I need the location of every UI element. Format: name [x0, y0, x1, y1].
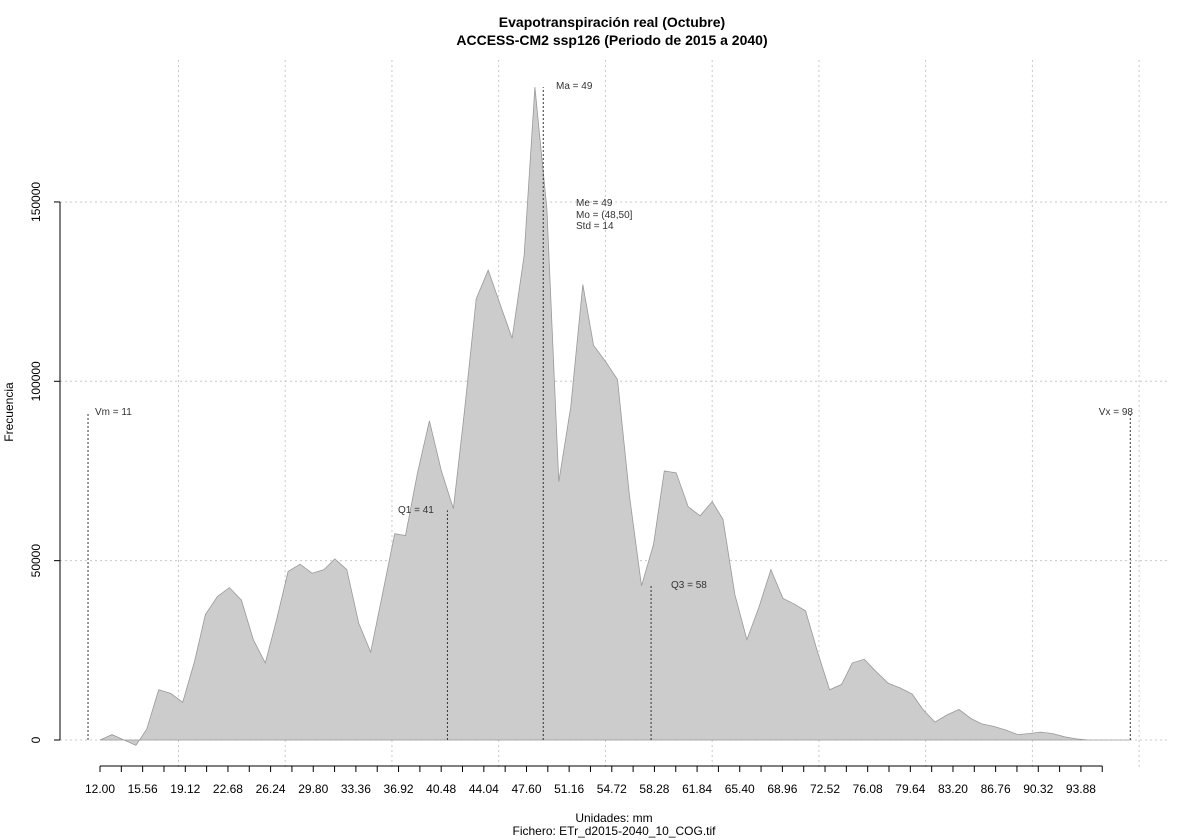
x-tick-label: 47.60 [511, 782, 541, 796]
x-tick-label: 76.08 [853, 782, 883, 796]
x-axis-label: Unidades: mm [575, 811, 652, 825]
x-tick-label: 33.36 [341, 782, 371, 796]
area-frequency [99, 87, 1131, 746]
x-tick-label: 90.32 [1023, 782, 1053, 796]
x-tick-label: 29.80 [298, 782, 328, 796]
x-tick-label: 36.92 [384, 782, 414, 796]
annotation-me: Me = 49 [576, 198, 613, 209]
x-tick-label: 93.88 [1066, 782, 1096, 796]
area-series [99, 87, 1131, 746]
annotations: Vm = 11 Q1 = 41 Ma = 49 Me = 49 Mo = (48… [95, 81, 1133, 591]
x-tick-label: 22.68 [213, 782, 243, 796]
x-tick-label: 51.16 [554, 782, 584, 796]
annotation-q3: Q3 = 58 [671, 580, 707, 591]
x-tick-label: 40.48 [426, 782, 456, 796]
x-tick-label: 79.64 [895, 782, 925, 796]
x-tick-label: 61.84 [682, 782, 712, 796]
y-tick-label: 0 [29, 736, 43, 743]
x-tick-label: 68.96 [767, 782, 797, 796]
chart-subtitle: ACCESS-CM2 ssp126 (Periodo de 2015 a 204… [456, 32, 767, 48]
x-tick-label: 15.56 [128, 782, 158, 796]
x-tick-label: 72.52 [810, 782, 840, 796]
chart-title: Evapotranspiración real (Octubre) [499, 14, 725, 30]
x-tick-label: 26.24 [256, 782, 286, 796]
y-axis-label: Frecuencia [2, 382, 16, 442]
x-tick-label: 83.20 [938, 782, 968, 796]
x-tick-label: 54.72 [597, 782, 627, 796]
annotation-ma: Ma = 49 [556, 81, 593, 92]
annotation-vx: Vx = 98 [1099, 407, 1134, 418]
x-tick-label: 44.04 [469, 782, 499, 796]
x-tick-label: 58.28 [639, 782, 669, 796]
y-tick-label: 50000 [29, 544, 43, 578]
annotation-vm: Vm = 11 [95, 407, 132, 418]
x-tick-label: 19.12 [170, 782, 200, 796]
x-tick-label: 86.76 [981, 782, 1011, 796]
x-tick-label: 65.40 [725, 782, 755, 796]
annotation-q1: Q1 = 41 [398, 505, 434, 516]
axes: 12.00 15.56 19.12 22.68 26.24 29.80 33.36 36.92… [29, 182, 1103, 796]
y-tick-label: 150000 [29, 182, 43, 222]
file-label: Fichero: ETr_d2015-2040_10_COG.tif [513, 824, 717, 838]
y-tick-label: 100000 [29, 361, 43, 401]
annotation-mo: Mo = (48,50] [576, 210, 633, 221]
statistic-lines [87, 87, 1131, 740]
annotation-std: Std = 14 [576, 221, 614, 232]
x-tick-label: 12.00 [85, 782, 115, 796]
